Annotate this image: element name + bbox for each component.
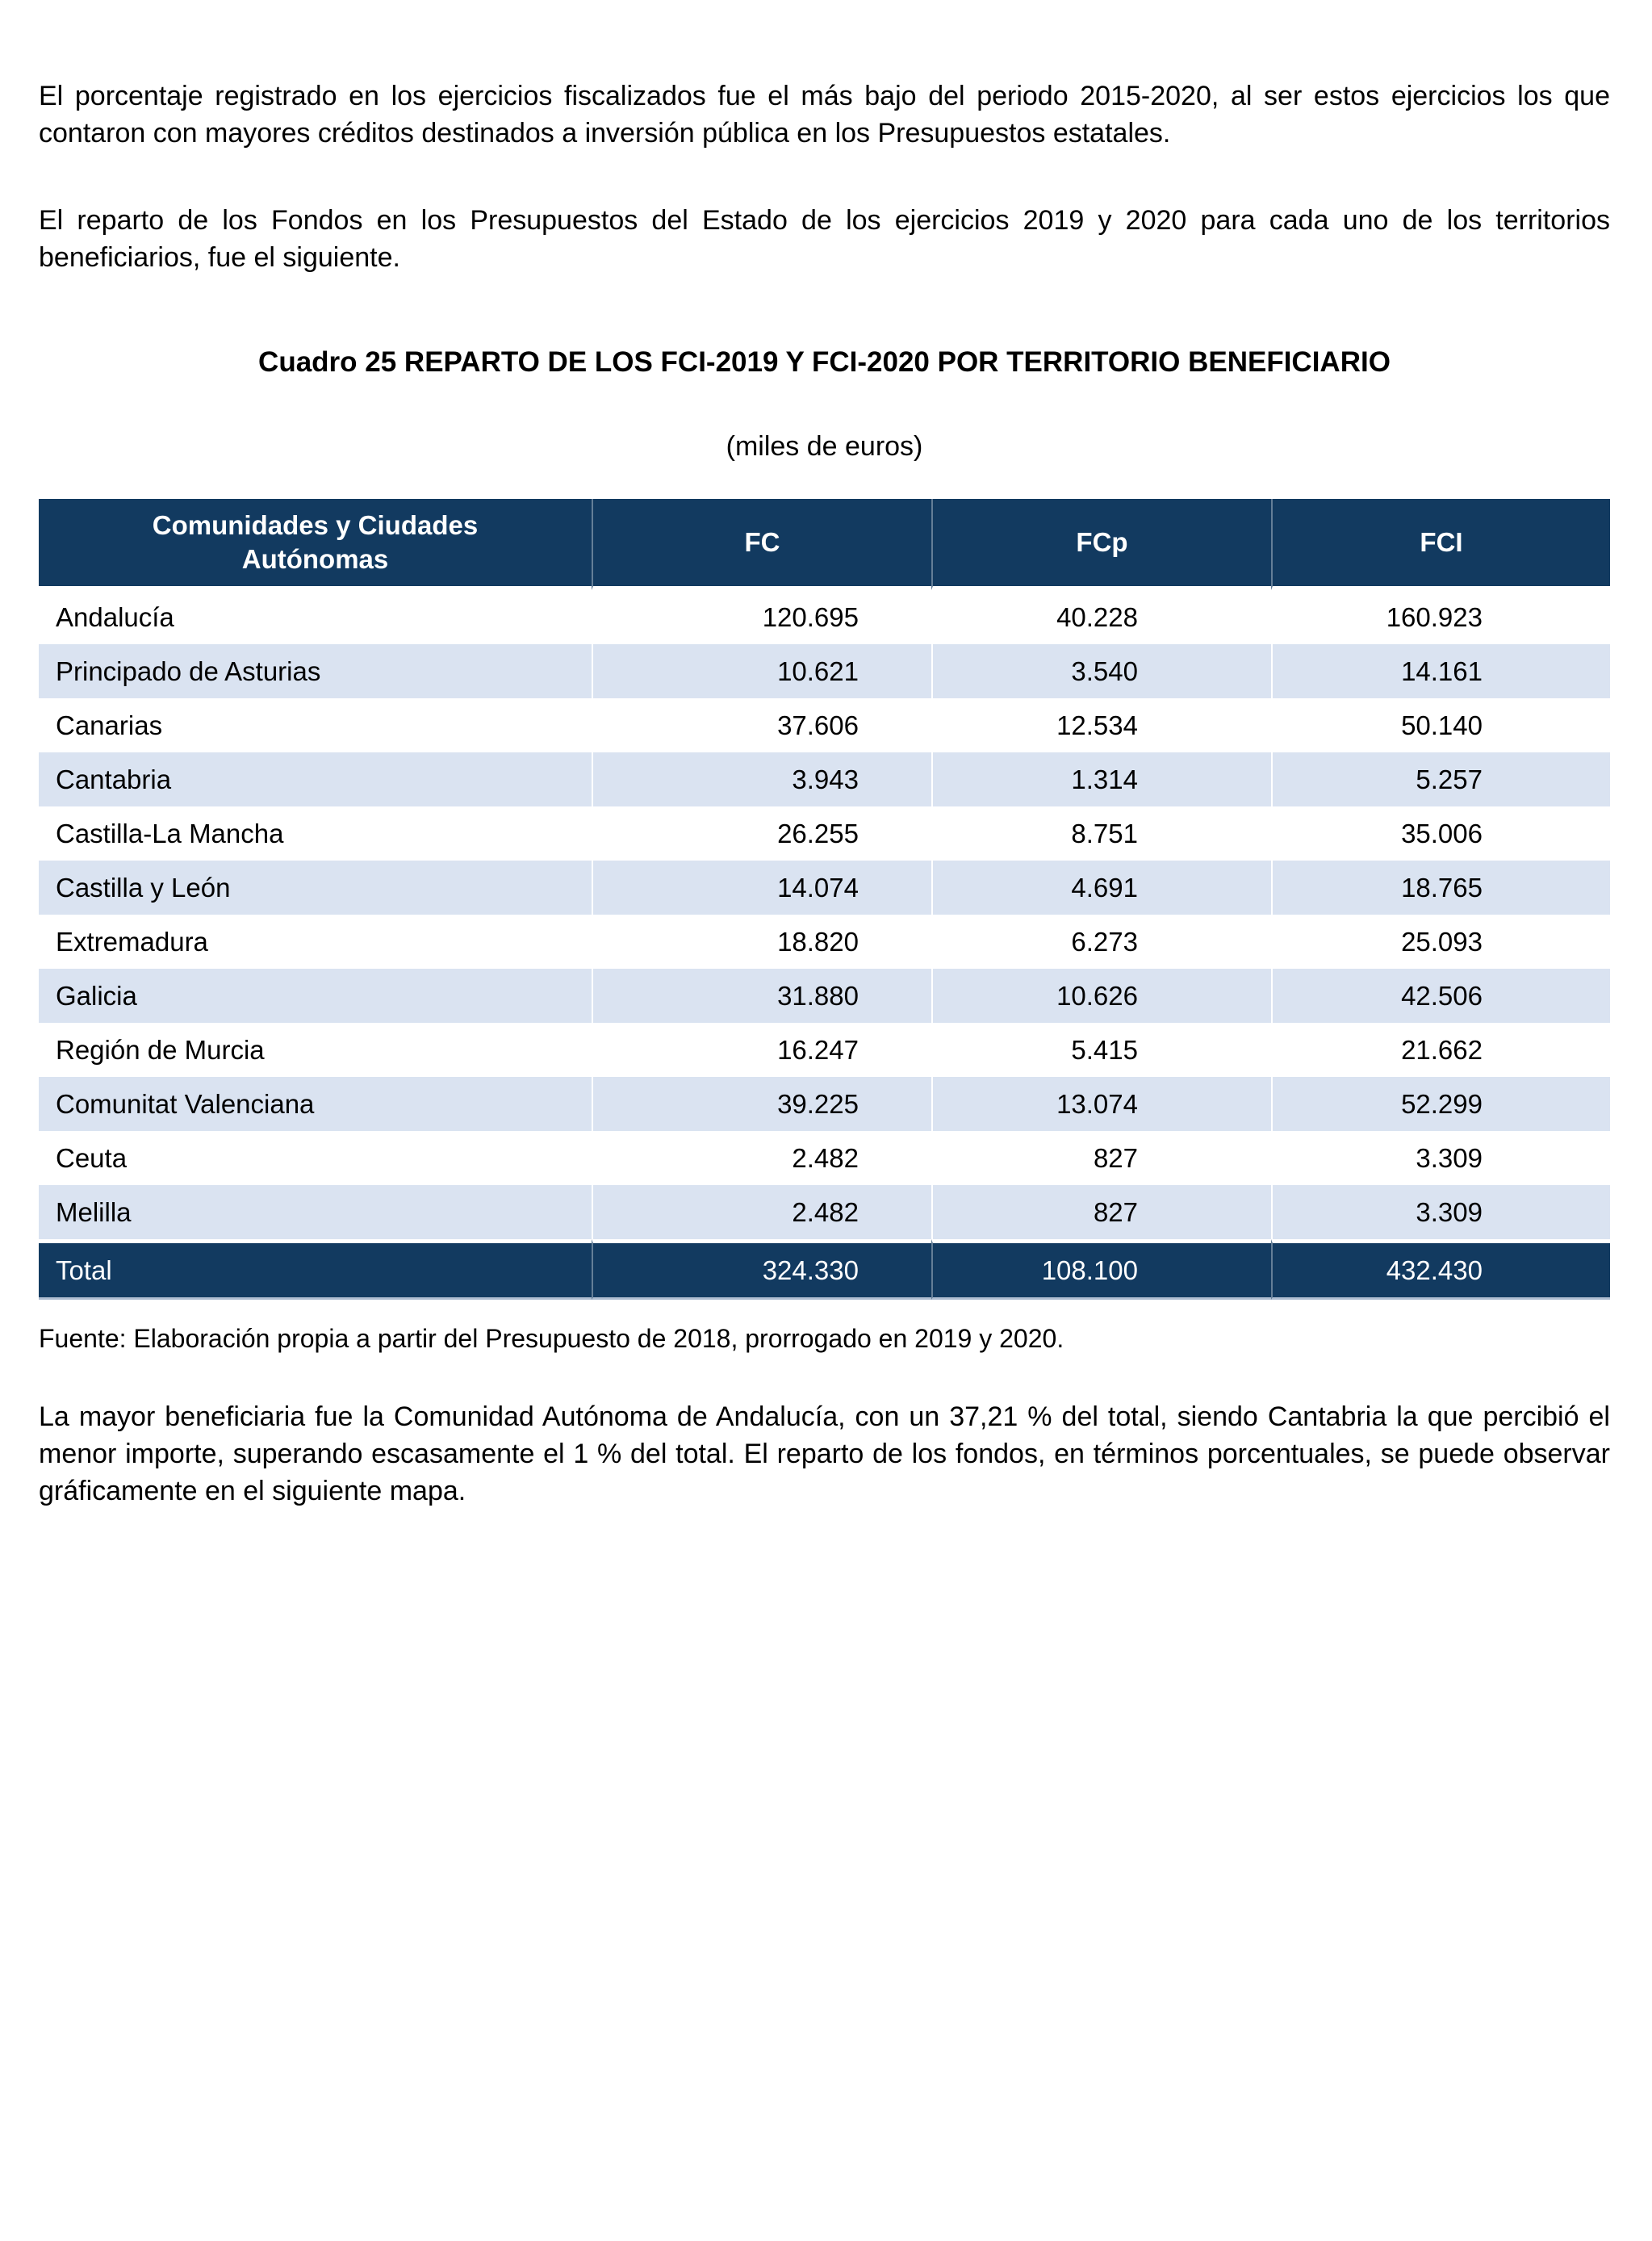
cell-fcp-value: 10.626 (931, 969, 1271, 1023)
cell-fcp-value: 13.074 (931, 1077, 1271, 1131)
table-row-canarias: Canarias 37.606 12.534 50.140 (39, 698, 1610, 752)
cell-region-name: Andalucía (39, 590, 592, 644)
cell-fci-value: 35.006 (1271, 806, 1610, 861)
cell-region-name: Región de Murcia (39, 1023, 592, 1077)
cell-fc-value: 3.943 (592, 752, 931, 806)
cell-fc-value: 2.482 (592, 1185, 931, 1239)
paragraph-reparto: El reparto de los Fondos en los Presupue… (39, 205, 1610, 273)
cell-fcp-value: 3.540 (931, 644, 1271, 698)
cell-fcp-value: 827 (931, 1131, 1271, 1185)
table-row-cantabria: Cantabria 3.943 1.314 5.257 (39, 752, 1610, 806)
cell-region-name: Extremadura (39, 915, 592, 969)
cell-total-label: Total (39, 1239, 592, 1300)
cell-fcp-value: 8.751 (931, 806, 1271, 861)
header-fc: FC (592, 499, 931, 590)
cell-fci-value: 3.309 (1271, 1185, 1610, 1239)
cell-fci-value: 52.299 (1271, 1077, 1610, 1131)
cell-fc-value: 26.255 (592, 806, 931, 861)
cell-region-name: Galicia (39, 969, 592, 1023)
header-comunidades-label: Comunidades y Ciudades Autónomas (152, 510, 479, 574)
table-row-ceuta: Ceuta 2.482 827 3.309 (39, 1131, 1610, 1185)
cell-region-name: Castilla-La Mancha (39, 806, 592, 861)
cell-region-name: Ceuta (39, 1131, 592, 1185)
header-comunidades: Comunidades y Ciudades Autónomas (39, 499, 592, 590)
cell-fci-value: 160.923 (1271, 590, 1610, 644)
cell-region-name: Cantabria (39, 752, 592, 806)
fci-distribution-table: Comunidades y Ciudades Autónomas FC FCp … (39, 499, 1610, 1300)
table-row-extremadura: Extremadura 18.820 6.273 25.093 (39, 915, 1610, 969)
paragraph-mayor-beneficiaria: La mayor beneficiaria fue la Comunidad A… (39, 1401, 1610, 1506)
table-row-melilla: Melilla 2.482 827 3.309 (39, 1185, 1610, 1239)
cell-fci-value: 3.309 (1271, 1131, 1610, 1185)
cell-region-name: Comunitat Valenciana (39, 1077, 592, 1131)
cell-region-name: Melilla (39, 1185, 592, 1239)
cell-fc-value: 18.820 (592, 915, 931, 969)
cell-region-name: Castilla y León (39, 861, 592, 915)
cell-fcp-value: 6.273 (931, 915, 1271, 969)
cell-total-fc: 324.330 (592, 1239, 931, 1300)
cell-fci-value: 42.506 (1271, 969, 1610, 1023)
table-row-total: Total 324.330 108.100 432.430 (39, 1239, 1610, 1300)
cell-fc-value: 16.247 (592, 1023, 931, 1077)
table-row-comunitat-valenciana: Comunitat Valenciana 39.225 13.074 52.29… (39, 1077, 1610, 1131)
table-row-castilla-y-leon: Castilla y León 14.074 4.691 18.765 (39, 861, 1610, 915)
cell-fci-value: 50.140 (1271, 698, 1610, 752)
cell-fci-value: 18.765 (1271, 861, 1610, 915)
cell-region-name: Canarias (39, 698, 592, 752)
cell-fcp-value: 12.534 (931, 698, 1271, 752)
cell-fcp-value: 5.415 (931, 1023, 1271, 1077)
paragraph-porcentaje: El porcentaje registrado en los ejercici… (39, 81, 1610, 149)
header-fcp: FCp (931, 499, 1271, 590)
table-source-note: Fuente: Elaboración propia a partir del … (39, 1324, 1064, 1353)
cell-fcp-value: 1.314 (931, 752, 1271, 806)
table-row-andalucia: Andalucía 120.695 40.228 160.923 (39, 590, 1610, 644)
cell-fci-value: 21.662 (1271, 1023, 1610, 1077)
cell-fci-value: 25.093 (1271, 915, 1610, 969)
cell-fc-value: 2.482 (592, 1131, 931, 1185)
cell-total-fcp: 108.100 (931, 1239, 1271, 1300)
table-title: Cuadro 25 REPARTO DE LOS FCI-2019 Y FCI-… (258, 346, 1391, 378)
cell-fci-value: 5.257 (1271, 752, 1610, 806)
cell-region-name: Principado de Asturias (39, 644, 592, 698)
cell-fc-value: 39.225 (592, 1077, 931, 1131)
cell-fc-value: 10.621 (592, 644, 931, 698)
cell-fcp-value: 4.691 (931, 861, 1271, 915)
cell-fc-value: 14.074 (592, 861, 931, 915)
table-header-row: Comunidades y Ciudades Autónomas FC FCp … (39, 499, 1610, 590)
cell-fci-value: 14.161 (1271, 644, 1610, 698)
cell-fc-value: 120.695 (592, 590, 931, 644)
table-row-murcia: Región de Murcia 16.247 5.415 21.662 (39, 1023, 1610, 1077)
cell-fcp-value: 40.228 (931, 590, 1271, 644)
cell-fc-value: 31.880 (592, 969, 931, 1023)
table-subtitle: (miles de euros) (726, 431, 923, 462)
cell-fcp-value: 827 (931, 1185, 1271, 1239)
cell-total-fci: 432.430 (1271, 1239, 1610, 1300)
cell-fc-value: 37.606 (592, 698, 931, 752)
table-row-castilla-la-mancha: Castilla-La Mancha 26.255 8.751 35.006 (39, 806, 1610, 861)
table-row-galicia: Galicia 31.880 10.626 42.506 (39, 969, 1610, 1023)
header-fci: FCI (1271, 499, 1610, 590)
table-row-asturias: Principado de Asturias 10.621 3.540 14.1… (39, 644, 1610, 698)
